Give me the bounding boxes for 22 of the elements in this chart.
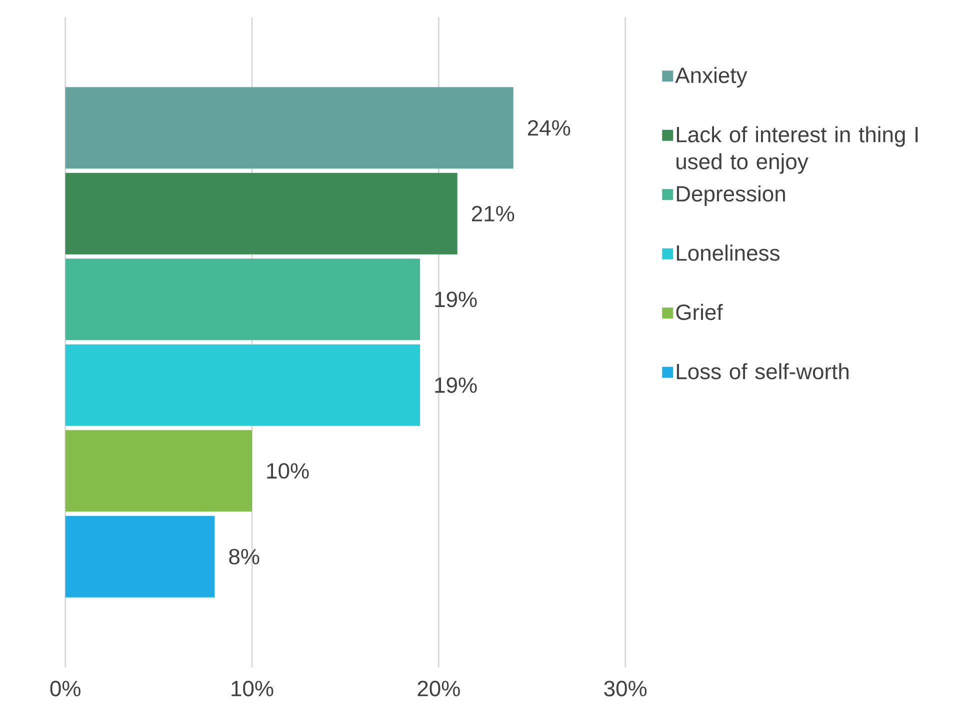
bar [65, 516, 215, 598]
legend-label: Grief [676, 304, 723, 320]
legend-label: Depression [676, 185, 785, 206]
bar [65, 258, 420, 340]
data-label: 8% [229, 548, 260, 564]
data-label: 19% [435, 292, 477, 308]
x-tick-label: 30% [604, 680, 647, 696]
data-label: 24% [528, 120, 570, 136]
x-tick-label: 0% [50, 680, 80, 696]
bar [65, 172, 458, 254]
x-tick-label: 10% [232, 680, 274, 696]
data-label: 10% [267, 463, 309, 479]
legend-label: Loneliness [676, 244, 780, 261]
data-label: 19% [435, 377, 477, 393]
bar [65, 430, 252, 512]
legend-label: Lack of interest in thing I used to enjoy [676, 126, 918, 174]
data-label: 21% [472, 206, 514, 222]
legend-label: Anxiety [675, 66, 748, 88]
bar [65, 344, 420, 426]
bar [65, 87, 514, 169]
x-tick-label: 20% [418, 680, 460, 696]
legend-label: Loss of self-worth [676, 363, 849, 380]
